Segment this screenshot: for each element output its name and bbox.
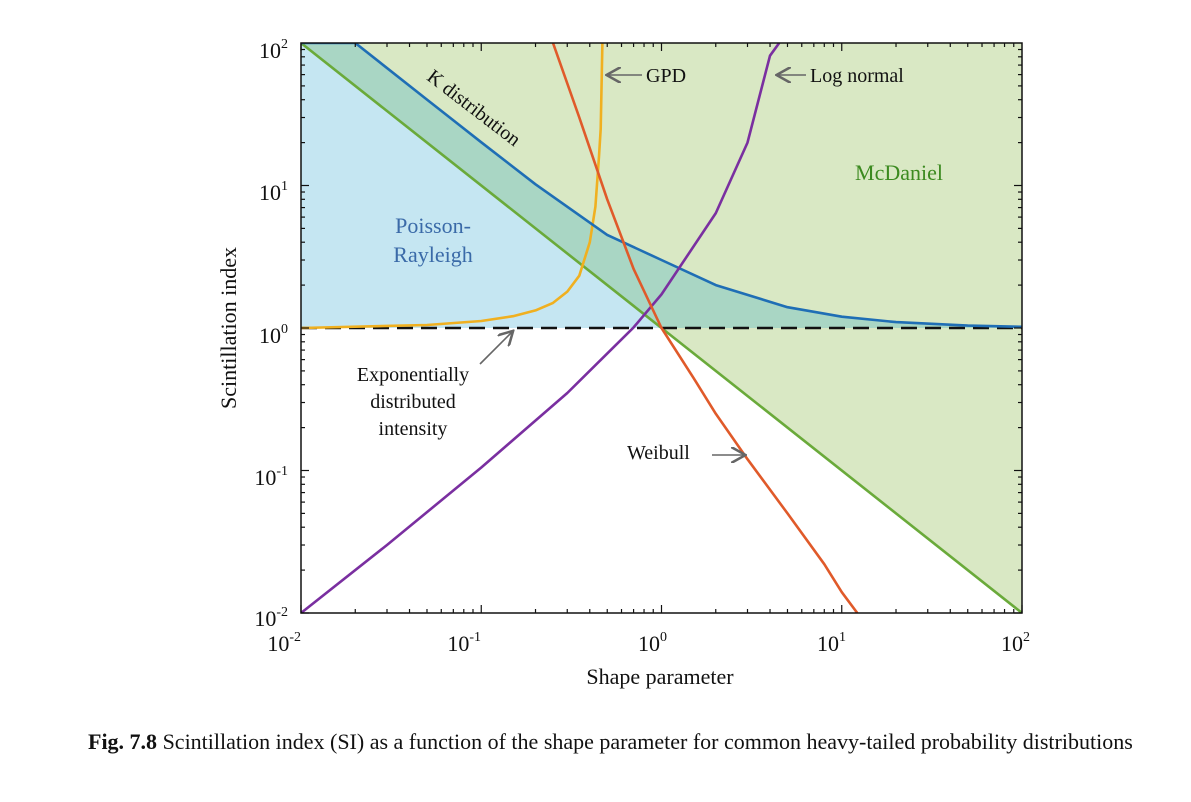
- x-axis-title: Shape parameter: [586, 664, 734, 689]
- exponential-label-line1: Exponentially: [357, 364, 469, 386]
- x-tick-labels: 10-2 10-1 100 101 102: [267, 630, 1030, 656]
- series-layer: [301, 43, 1022, 613]
- figure-caption: Fig. 7.8 Scintillation index (SI) as a f…: [88, 727, 1168, 757]
- x-tick-label: 10-2: [267, 630, 301, 656]
- x-tick-label: 100: [638, 630, 667, 656]
- caption-label: Fig. 7.8: [88, 729, 158, 754]
- gpd-label: GPD: [646, 65, 686, 87]
- poisson-rayleigh-label-line1: Poisson-: [395, 213, 471, 238]
- x-tick-label: 102: [1001, 630, 1030, 656]
- mcdaniel-label: McDaniel: [855, 160, 943, 185]
- y-tick-labels: 102 101 100 10-1 10-2: [254, 37, 288, 631]
- log-normal-line: [301, 43, 781, 613]
- exponential-label-line2: distributed: [370, 391, 456, 413]
- ticks-layer: [300, 43, 1023, 614]
- k-distribution-line: [301, 43, 1022, 329]
- x-tick-label: 101: [817, 630, 846, 656]
- y-tick-label: 101: [259, 179, 288, 205]
- plot-area: [301, 43, 1022, 613]
- y-axis-title: Scintillation index: [216, 247, 241, 409]
- figure: 10-2 10-1 100 101 102 102 101 100 10-1 1…: [216, 37, 1030, 689]
- poisson-rayleigh-region: [301, 43, 1022, 328]
- y-tick-label: 100: [259, 322, 288, 348]
- log-normal-label: Log normal: [810, 65, 904, 87]
- y-tick-label: 10-2: [254, 605, 288, 631]
- exponential-arrow: [479, 332, 512, 365]
- caption-text: Scintillation index (SI) as a function o…: [162, 729, 1133, 754]
- weibull-label: Weibull: [627, 442, 690, 464]
- gpd-line: [301, 43, 604, 330]
- weibull-line: [551, 43, 859, 613]
- y-tick-label: 10-1: [254, 464, 288, 490]
- poisson-rayleigh-label-line2: Rayleigh: [393, 242, 472, 267]
- overlap-region: [301, 43, 1022, 328]
- y-tick-label: 102: [259, 37, 288, 63]
- x-tick-label: 10-1: [447, 630, 481, 656]
- exponential-label-line3: intensity: [379, 418, 448, 440]
